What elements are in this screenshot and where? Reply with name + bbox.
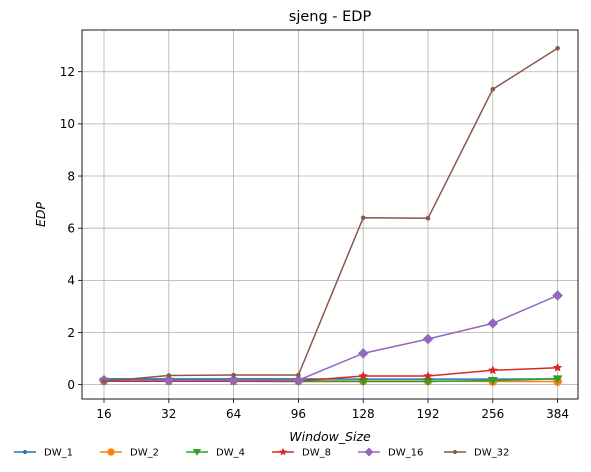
legend: DW_1 DW_2 DW_4 DW_8 DW_16 DW_32 <box>14 447 509 459</box>
y-tick-label: 8 <box>67 169 75 183</box>
x-axis-label: Window_Size <box>289 429 371 444</box>
data-point-dw-16 <box>228 374 239 386</box>
x-tick-label: 64 <box>226 407 241 421</box>
data-point-dw-4 <box>358 378 369 387</box>
data-point-dw-4 <box>423 378 433 387</box>
legend-label: DW_8 <box>302 448 331 459</box>
y-tick-label: 6 <box>67 221 75 235</box>
data-point-dw-32 <box>555 45 560 51</box>
data-point-dw-8 <box>358 371 368 381</box>
legend-entry-dw-4: DW_4 <box>186 448 245 459</box>
x-tick-label: 16 <box>96 407 111 421</box>
x-tick-label: 192 <box>417 407 440 421</box>
y-tick-label: 0 <box>67 378 75 392</box>
y-tick-label: 10 <box>60 117 75 131</box>
x-tick-label: 96 <box>291 407 306 421</box>
legend-marker <box>107 448 115 456</box>
legend-marker <box>364 447 374 457</box>
legend-entry-dw-2: DW_2 <box>100 448 159 459</box>
data-point-dw-32 <box>296 372 301 378</box>
legend-label: DW_16 <box>388 448 423 459</box>
plot-area <box>81 29 579 400</box>
legend-entry-dw-8: DW_8 <box>272 448 331 459</box>
data-point-dw-32 <box>490 86 496 92</box>
y-tick-label: 2 <box>67 326 75 340</box>
x-axis-ticks: 16 32 64 96 128 192 256 384 <box>96 399 569 421</box>
y-tick-label: 4 <box>67 274 75 288</box>
data-point-dw-16 <box>487 318 499 329</box>
data-point-dw-32 <box>425 215 431 221</box>
legend-marker <box>453 450 457 454</box>
data-point-dw-8 <box>423 371 433 381</box>
series-line-dw-32 <box>103 47 559 383</box>
data-point-dw-32 <box>166 373 172 378</box>
legend-label: DW_2 <box>130 448 159 459</box>
legend-label: DW_4 <box>216 448 245 459</box>
series-dw-32 <box>101 45 560 384</box>
data-point-dw-16 <box>163 374 175 386</box>
x-tick-label: 128 <box>352 407 375 421</box>
data-point-dw-16 <box>293 374 304 386</box>
series-line-dw-8 <box>104 366 558 383</box>
data-point-dw-32 <box>231 372 236 378</box>
data-point-dw-16 <box>357 348 369 359</box>
data-point-dw-16 <box>552 290 563 301</box>
legend-marker <box>192 449 202 456</box>
data-point-dw-32 <box>360 215 366 221</box>
chart-title: sjeng - EDP <box>289 9 372 25</box>
y-axis-ticks: 0 2 4 6 8 10 12 <box>60 65 82 392</box>
data-point-dw-4 <box>552 375 563 384</box>
y-tick-label: 12 <box>60 65 75 79</box>
data-point-dw-8 <box>552 362 563 372</box>
y-axis-label: EDP <box>33 202 48 228</box>
data-point-dw-16 <box>422 333 434 345</box>
series-line-dw-16 <box>104 294 558 381</box>
legend-marker <box>278 447 288 456</box>
legend-entry-dw-32: DW_32 <box>444 448 509 459</box>
x-tick-label: 384 <box>546 407 569 421</box>
data-point-dw-8 <box>488 365 498 375</box>
data-point-dw-4 <box>487 376 498 385</box>
series-layer <box>98 45 563 387</box>
x-tick-label: 256 <box>481 407 504 421</box>
grid-lines <box>82 30 578 399</box>
legend-entry-dw-1: DW_1 <box>14 448 73 459</box>
legend-label: DW_1 <box>44 448 73 459</box>
legend-marker <box>23 450 27 454</box>
data-point-dw-32 <box>101 378 107 384</box>
x-tick-label: 32 <box>161 407 176 421</box>
legend-label: DW_32 <box>474 448 509 459</box>
legend-entry-dw-16: DW_16 <box>358 447 423 459</box>
